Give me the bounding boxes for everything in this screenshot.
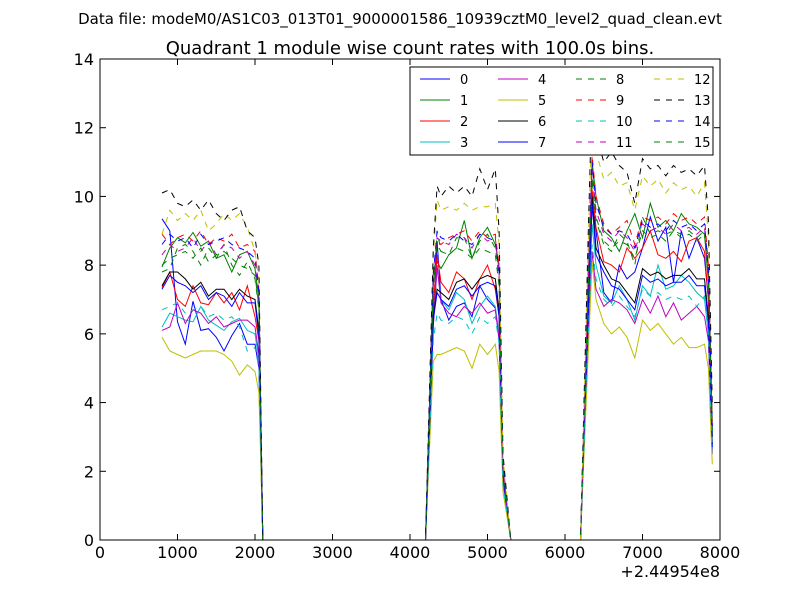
series-line-1 [161,162,713,540]
legend-label-14: 14 [694,115,711,130]
series-line-0 [161,203,713,540]
series-line-15 [161,179,713,540]
legend-label-11: 11 [616,136,633,151]
x-tick-label: 5000 [467,543,508,562]
series-line-7 [161,203,713,540]
y-tick-label: 8 [84,256,94,275]
series-line-5 [161,261,713,540]
y-tick-label: 14 [74,50,94,69]
series-line-13 [161,93,713,540]
legend-label-4: 4 [538,73,546,88]
y-tick-label: 12 [74,119,94,138]
series-line-8 [161,172,713,540]
y-tick-label: 6 [84,325,94,344]
legend-label-13: 13 [694,94,711,109]
series-line-14 [161,162,713,540]
legend-label-5: 5 [538,94,546,109]
legend-label-12: 12 [694,73,711,88]
x-tick-label: 1000 [157,543,198,562]
series-line-6 [161,196,713,540]
legend-frame [409,66,714,156]
legend-label-15: 15 [694,136,711,151]
legend-label-3: 3 [460,136,468,151]
x-tick-label: 2000 [235,543,276,562]
x-tick-label: 7000 [622,543,663,562]
legend-label-2: 2 [460,115,468,130]
x-tick-label: 3000 [312,543,353,562]
legend-label-8: 8 [616,73,624,88]
legend-label-9: 9 [616,94,624,109]
x-tick-label: 6000 [545,543,586,562]
x-tick-label: 4000 [390,543,431,562]
y-tick-label: 0 [84,531,94,550]
legend-label-10: 10 [616,115,633,130]
chart-title: Quadrant 1 module wise count rates with … [166,38,655,59]
x-tick-label: 8000 [700,543,741,562]
series-line-4 [161,251,713,540]
legend-label-7: 7 [538,136,546,151]
x-tick-label: 0 [95,543,105,562]
series-line-2 [161,189,713,540]
series-line-3 [161,223,713,540]
chart-supertitle: Data file: modeM0/AS1C03_013T01_90000015… [78,10,722,29]
series-line-10 [161,244,713,540]
legend-label-1: 1 [460,94,468,109]
legend-label-6: 6 [538,115,546,130]
legend-label-0: 0 [460,73,468,88]
y-tick-label: 2 [84,462,94,481]
y-tick-label: 10 [74,187,94,206]
series-line-9 [161,155,713,540]
y-tick-label: 4 [84,394,94,413]
x-offset-label: +2.44954e8 [620,562,720,581]
